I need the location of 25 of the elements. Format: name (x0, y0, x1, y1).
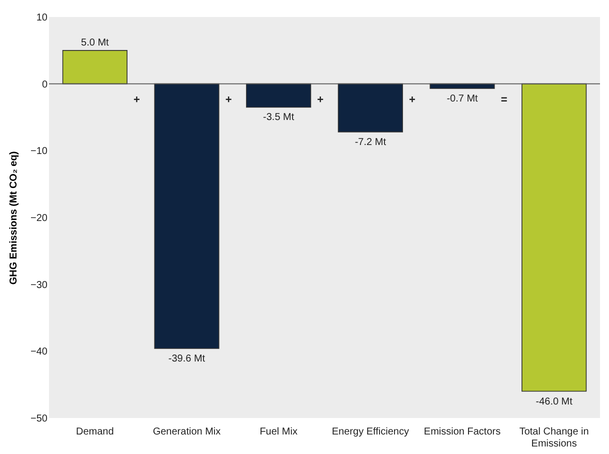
x-tick-label: Generation Mix (152, 426, 221, 438)
y-tick-label: −20 (30, 213, 48, 224)
x-tick-label: Demand (76, 426, 114, 438)
y-tick-label: 0 (42, 79, 48, 90)
x-tick-label: Fuel Mix (260, 426, 298, 438)
annotation: + (317, 94, 324, 106)
data-label: -39.6 Mt (168, 353, 206, 364)
data-label: -3.5 Mt (263, 112, 294, 124)
y-tick-label: −40 (30, 346, 48, 358)
x-tick-label: Energy Efficiency (332, 426, 409, 438)
data-label: -7.2 Mt (354, 136, 386, 148)
x-tick-label: Emission Factors (424, 426, 501, 438)
y-tick-label: −10 (30, 146, 48, 158)
annotation: + (133, 94, 140, 106)
data-label: -46.0 Mt (536, 396, 573, 408)
y-tick-label: −50 (30, 414, 48, 424)
x-tick-label: Total Change in Emissions (519, 426, 589, 450)
y-tick-label: −30 (30, 280, 48, 291)
annotation: = (500, 94, 508, 106)
annotation: + (225, 94, 232, 106)
data-label: 5.0 Mt (81, 37, 110, 48)
data-label: -0.7 Mt (446, 94, 478, 105)
annotation: + (408, 94, 416, 106)
y-tick-label: 10 (36, 12, 48, 24)
y-axis-title: GHG Emissions (Mt CO₂ eq) (8, 151, 20, 285)
